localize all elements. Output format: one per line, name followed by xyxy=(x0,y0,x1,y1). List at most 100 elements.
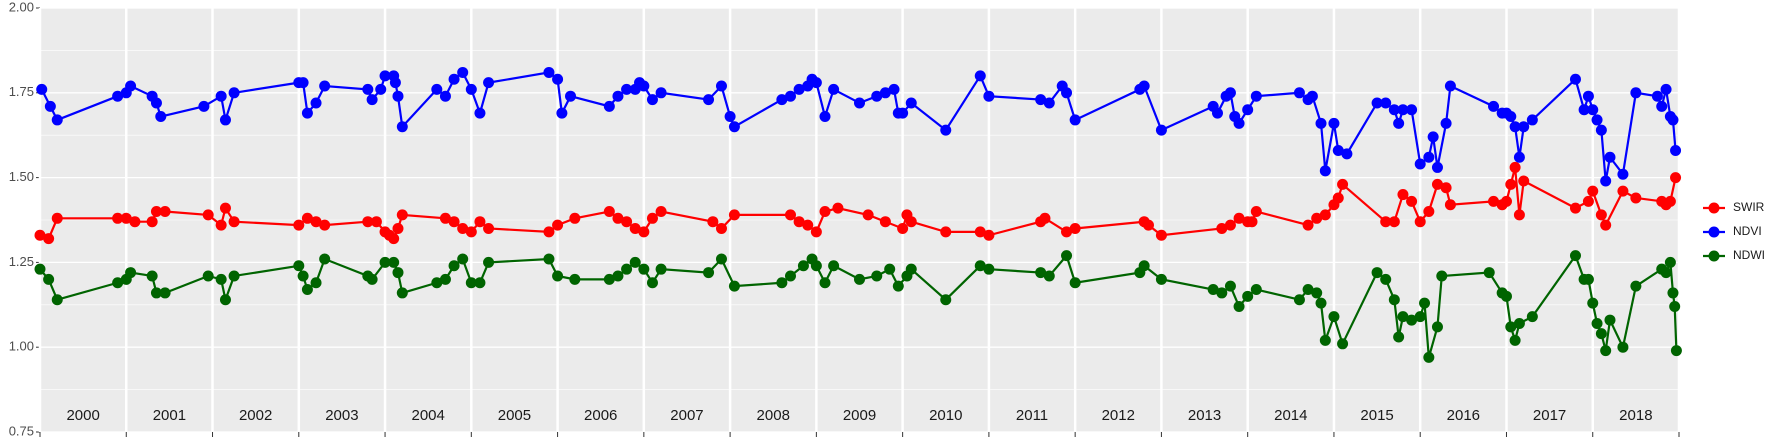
data-point xyxy=(569,212,581,224)
data-point xyxy=(1142,219,1154,231)
data-point xyxy=(1630,87,1642,99)
data-point xyxy=(1319,334,1331,346)
data-point xyxy=(715,80,727,92)
data-point xyxy=(940,124,952,136)
data-point xyxy=(703,267,715,279)
data-point xyxy=(1569,250,1581,262)
data-point xyxy=(621,263,633,275)
data-point xyxy=(1604,151,1616,163)
data-point xyxy=(465,226,477,238)
data-point xyxy=(389,77,401,89)
y-tick-label: 1.00 xyxy=(9,339,34,354)
data-point xyxy=(1250,90,1262,102)
data-point xyxy=(1664,195,1676,207)
data-point xyxy=(1155,229,1167,241)
data-point xyxy=(370,216,382,228)
data-point xyxy=(543,226,555,238)
data-point xyxy=(1233,300,1245,312)
data-point xyxy=(1513,317,1525,329)
data-point xyxy=(1332,192,1344,204)
data-point xyxy=(1505,178,1517,190)
data-point xyxy=(1569,73,1581,85)
data-point xyxy=(1582,273,1594,285)
data-point xyxy=(1207,284,1219,296)
data-point xyxy=(465,277,477,289)
data-point xyxy=(552,270,564,282)
data-point xyxy=(905,216,917,228)
data-point xyxy=(301,212,313,224)
data-point xyxy=(1414,216,1426,228)
data-point xyxy=(793,83,805,95)
data-point xyxy=(1526,114,1538,126)
data-point xyxy=(439,273,451,285)
data-point xyxy=(871,270,883,282)
data-point xyxy=(1440,117,1452,129)
data-point xyxy=(1656,100,1668,112)
data-point xyxy=(215,273,227,285)
data-point xyxy=(392,222,404,234)
data-point xyxy=(448,216,460,228)
data-point xyxy=(1380,273,1392,285)
data-point xyxy=(638,226,650,238)
year-label: 2010 xyxy=(929,407,962,424)
data-point xyxy=(940,226,952,238)
data-point xyxy=(1670,144,1682,156)
data-point xyxy=(1578,104,1590,116)
data-point xyxy=(879,87,891,99)
data-point xyxy=(983,263,995,275)
data-point xyxy=(1423,351,1435,363)
data-point xyxy=(1427,131,1439,143)
data-point xyxy=(1039,212,1051,224)
data-point xyxy=(1488,100,1500,112)
data-point xyxy=(51,294,63,306)
data-point xyxy=(703,94,715,106)
data-point xyxy=(1138,260,1150,272)
data-point xyxy=(1651,90,1663,102)
data-point xyxy=(655,87,667,99)
data-point xyxy=(297,77,309,89)
data-point xyxy=(1444,199,1456,211)
data-point xyxy=(1061,250,1073,262)
data-point xyxy=(379,70,391,82)
data-point xyxy=(1138,80,1150,92)
data-point xyxy=(905,263,917,275)
year-label: 2005 xyxy=(498,407,531,424)
data-point xyxy=(892,280,904,292)
data-point xyxy=(1660,267,1672,279)
data-point xyxy=(396,287,408,299)
data-point xyxy=(301,107,313,119)
data-point xyxy=(1483,267,1495,279)
year-label: 2000 xyxy=(66,407,99,424)
data-point xyxy=(612,212,624,224)
data-point xyxy=(543,66,555,78)
data-point xyxy=(1509,121,1521,133)
year-label: 2001 xyxy=(153,407,186,424)
data-point xyxy=(1069,277,1081,289)
data-point xyxy=(1414,158,1426,170)
data-point xyxy=(715,253,727,265)
data-point xyxy=(1431,161,1443,173)
data-point xyxy=(1423,206,1435,218)
data-point xyxy=(448,73,460,85)
data-point xyxy=(396,121,408,133)
data-point xyxy=(612,270,624,282)
data-point xyxy=(1155,273,1167,285)
data-point xyxy=(36,83,48,95)
data-point xyxy=(1224,87,1236,99)
data-point xyxy=(146,270,158,282)
data-point xyxy=(431,277,443,289)
data-point xyxy=(1388,294,1400,306)
data-point xyxy=(1319,209,1331,221)
data-point xyxy=(638,80,650,92)
data-point xyxy=(1440,182,1452,194)
data-point xyxy=(612,90,624,102)
data-point xyxy=(1315,297,1327,309)
data-point xyxy=(51,114,63,126)
data-point xyxy=(1630,192,1642,204)
data-point xyxy=(1393,117,1405,129)
data-point xyxy=(1595,328,1607,340)
data-point xyxy=(474,277,486,289)
data-point xyxy=(862,209,874,221)
data-point xyxy=(1509,161,1521,173)
data-point xyxy=(1667,287,1679,299)
